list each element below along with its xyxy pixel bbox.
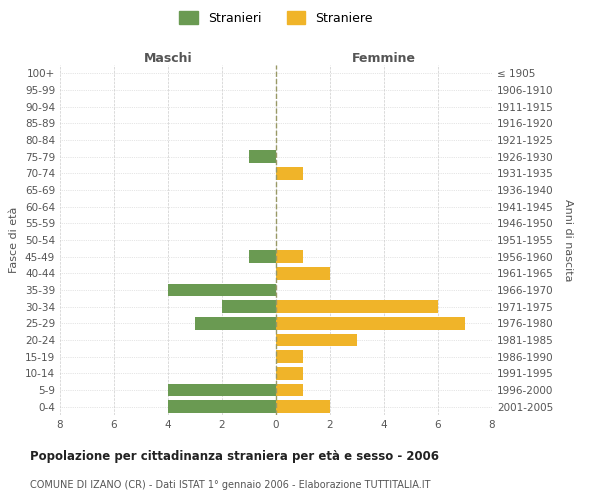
Y-axis label: Fasce di età: Fasce di età [10, 207, 19, 273]
Y-axis label: Anni di nascita: Anni di nascita [563, 198, 573, 281]
Text: Popolazione per cittadinanza straniera per età e sesso - 2006: Popolazione per cittadinanza straniera p… [30, 450, 439, 463]
Text: Femmine: Femmine [352, 52, 416, 65]
Bar [249, 250, 276, 263]
Text: Maschi: Maschi [143, 52, 193, 65]
Bar [276, 167, 303, 179]
Legend: Stranieri, Straniere: Stranieri, Straniere [179, 11, 373, 25]
Bar [249, 150, 276, 163]
Bar [168, 284, 276, 296]
Bar [222, 300, 276, 313]
Bar [276, 267, 330, 280]
Bar [276, 300, 438, 313]
Bar [276, 400, 330, 413]
Bar [168, 400, 276, 413]
Bar [276, 384, 303, 396]
Bar [276, 250, 303, 263]
Bar [195, 317, 276, 330]
Bar [276, 350, 303, 363]
Text: COMUNE DI IZANO (CR) - Dati ISTAT 1° gennaio 2006 - Elaborazione TUTTITALIA.IT: COMUNE DI IZANO (CR) - Dati ISTAT 1° gen… [30, 480, 431, 490]
Bar [276, 317, 465, 330]
Bar [276, 334, 357, 346]
Bar [276, 367, 303, 380]
Bar [168, 384, 276, 396]
